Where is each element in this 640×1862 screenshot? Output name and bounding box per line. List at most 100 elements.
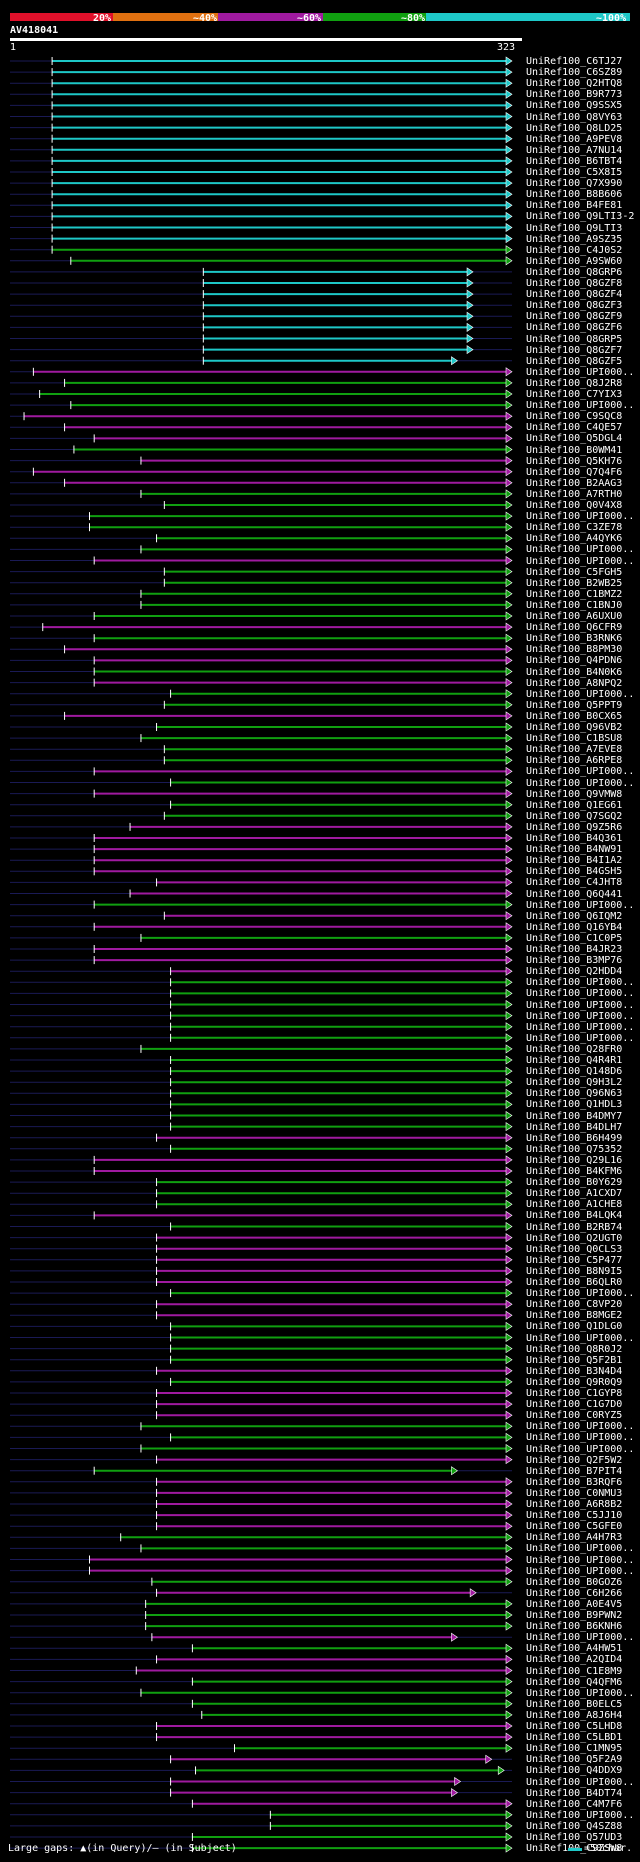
hit-label[interactable]: UniRef100_Q6IQM2: [526, 910, 623, 922]
hit-label[interactable]: UniRef100_B4I1A2: [526, 855, 623, 867]
hit-label[interactable]: UniRef100_UPI000..: [526, 1687, 635, 1699]
hit-label[interactable]: UniRef100_A9SZ35: [526, 233, 623, 245]
hit-label[interactable]: UniRef100_Q2HTQ8: [526, 78, 623, 90]
hit-label[interactable]: UniRef100_C1GYP8: [526, 1388, 623, 1399]
hit-label[interactable]: UniRef100_UPI000..: [526, 1632, 635, 1644]
hit-label[interactable]: UniRef100_Q7SGQ2: [526, 810, 623, 822]
hit-label[interactable]: UniRef100_B8B606: [526, 189, 623, 201]
hit-label[interactable]: UniRef100_Q9H3L2: [526, 1077, 623, 1089]
hit-label[interactable]: UniRef100_B3N4D4: [526, 1365, 623, 1377]
hit-label[interactable]: UniRef100_Q1HDL3: [526, 1099, 623, 1111]
hit-label[interactable]: UniRef100_A4QYK6: [526, 533, 623, 545]
hit-label[interactable]: UniRef100_C9SQC8: [526, 411, 623, 423]
hit-label[interactable]: UniRef100_Q8GZF5: [526, 355, 623, 367]
hit-label[interactable]: UniRef100_B9PWN2: [526, 1610, 623, 1621]
hit-label[interactable]: UniRef100_Q148D6: [526, 1066, 623, 1078]
hit-label[interactable]: UniRef100_C1C0P5: [526, 932, 623, 944]
hit-label[interactable]: UniRef100_UPI000..: [526, 1288, 635, 1300]
hit-label[interactable]: UniRef100_B3MP76: [526, 955, 623, 967]
hit-label[interactable]: UniRef100_UPI000..: [526, 544, 635, 556]
hit-label[interactable]: UniRef100_Q8J2R8: [526, 377, 623, 389]
hit-label[interactable]: UniRef100_UPI000..: [526, 1565, 635, 1577]
hit-label[interactable]: UniRef100_C4M7F6: [526, 1798, 623, 1810]
hit-label[interactable]: UniRef100_Q8GZF8: [526, 278, 623, 289]
hit-label[interactable]: UniRef100_Q28FR0: [526, 1043, 623, 1055]
hit-label[interactable]: UniRef100_C5GFE0: [526, 1521, 623, 1533]
hit-label[interactable]: UniRef100_Q2F5W2: [526, 1454, 623, 1466]
hit-label[interactable]: UniRef100_C5FGH5: [526, 566, 623, 578]
hit-label[interactable]: UniRef100_UPI000..: [526, 400, 635, 412]
hit-label[interactable]: UniRef100_Q0CLS3: [526, 1243, 623, 1255]
hit-label[interactable]: UniRef100_UPI000..: [526, 999, 635, 1011]
hit-label[interactable]: UniRef100_UPI000..: [526, 977, 635, 989]
hit-label[interactable]: UniRef100_C0RYZ5: [526, 1410, 623, 1422]
hit-label[interactable]: UniRef100_UPI000..: [526, 777, 635, 789]
hit-label[interactable]: UniRef100_C1BMZ2: [526, 588, 623, 600]
hit-label[interactable]: UniRef100_UPI000..: [526, 1010, 635, 1022]
hit-label[interactable]: UniRef100_Q9VMW8: [526, 788, 623, 800]
hit-label[interactable]: UniRef100_Q8GRP5: [526, 333, 623, 345]
hit-label[interactable]: UniRef100_B4DMY7: [526, 1110, 623, 1122]
hit-label[interactable]: UniRef100_B3RQF6: [526, 1476, 623, 1488]
hit-label[interactable]: UniRef100_A7EVE8: [526, 744, 623, 756]
hit-label[interactable]: UniRef100_A6RPE8: [526, 755, 623, 767]
hit-label[interactable]: UniRef100_UPI000..: [526, 1543, 635, 1555]
hit-label[interactable]: UniRef100_A6R8B2: [526, 1499, 623, 1510]
hit-label[interactable]: UniRef100_B4FE81: [526, 200, 623, 212]
hit-label[interactable]: UniRef100_Q16YB4: [526, 921, 623, 933]
hit-label[interactable]: UniRef100_C1BSU8: [526, 733, 623, 745]
hit-label[interactable]: UniRef100_C7YIX3: [526, 389, 623, 400]
hit-label[interactable]: UniRef100_C0NMU3: [526, 1487, 623, 1499]
hit-label[interactable]: UniRef100_B4KFM6: [526, 1166, 623, 1177]
hit-label[interactable]: UniRef100_UPI000..: [526, 1032, 635, 1044]
hit-label[interactable]: UniRef100_C1G7D0: [526, 1399, 623, 1411]
hit-label[interactable]: UniRef100_Q8LD25: [526, 122, 623, 134]
hit-label[interactable]: UniRef100_B0Y629: [526, 1177, 623, 1189]
hit-label[interactable]: UniRef100_Q6Q441: [526, 888, 623, 900]
hit-label[interactable]: UniRef100_Q6CFR9: [526, 622, 623, 634]
hit-label[interactable]: UniRef100_UPI000..: [526, 1332, 635, 1344]
hit-label[interactable]: UniRef100_B2WB25: [526, 577, 623, 589]
hit-label[interactable]: UniRef100_C4JHT8: [526, 877, 623, 889]
hit-label[interactable]: UniRef100_A9SW60: [526, 255, 623, 267]
hit-label[interactable]: UniRef100_Q1DLG0: [526, 1321, 623, 1333]
hit-label[interactable]: UniRef100_C6H266: [526, 1587, 623, 1599]
hit-label[interactable]: UniRef100_C1MN95: [526, 1743, 623, 1755]
hit-label[interactable]: UniRef100_Q9R0Q9: [526, 1376, 623, 1388]
hit-label[interactable]: UniRef100_B6TBT4: [526, 155, 623, 167]
hit-label[interactable]: UniRef100_Q9Z5R6: [526, 821, 623, 833]
hit-label[interactable]: UniRef100_UPI000..: [526, 1776, 635, 1788]
hit-label[interactable]: UniRef100_UPI000..: [526, 988, 635, 1000]
hit-label[interactable]: UniRef100_B4N0K6: [526, 666, 623, 678]
hit-label[interactable]: UniRef100_Q5PPT9: [526, 699, 623, 711]
hit-label[interactable]: UniRef100_Q4R4R1: [526, 1055, 623, 1066]
hit-label[interactable]: UniRef100_Q57UD3: [526, 1832, 623, 1843]
hit-label[interactable]: UniRef100_Q8GZF4: [526, 289, 623, 301]
hit-label[interactable]: UniRef100_C5LHD8: [526, 1721, 623, 1732]
hit-label[interactable]: UniRef100_A6UXU0: [526, 611, 623, 622]
hit-label[interactable]: UniRef100_C4J0S2: [526, 244, 623, 256]
hit-label[interactable]: UniRef100_B0ELC5: [526, 1698, 623, 1710]
hit-label[interactable]: UniRef100_UPI000..: [526, 1809, 635, 1821]
hit-label[interactable]: UniRef100_B6KNH6: [526, 1621, 623, 1633]
hit-label[interactable]: UniRef100_B9R773: [526, 89, 623, 101]
hit-label[interactable]: UniRef100_B0GOZ6: [526, 1576, 623, 1588]
hit-label[interactable]: UniRef100_A8J6H4: [526, 1709, 623, 1721]
hit-label[interactable]: UniRef100_C4QE57: [526, 422, 623, 434]
hit-label[interactable]: UniRef100_Q8GZF9: [526, 311, 623, 323]
hit-label[interactable]: UniRef100_UPI000..: [526, 899, 635, 911]
hit-label[interactable]: UniRef100_Q5F2A9: [526, 1754, 623, 1766]
hit-label[interactable]: UniRef100_A8NPQ2: [526, 677, 623, 689]
hit-label[interactable]: UniRef100_Q0V4X8: [526, 500, 623, 511]
hit-label[interactable]: UniRef100_C5X8I5: [526, 167, 623, 178]
hit-label[interactable]: UniRef100_UPI000..: [526, 1021, 635, 1033]
hit-label[interactable]: UniRef100_Q8GZF6: [526, 322, 623, 334]
hit-label[interactable]: UniRef100_Q4QFM6: [526, 1676, 623, 1688]
hit-label[interactable]: UniRef100_UPI000..: [526, 1554, 635, 1566]
hit-label[interactable]: UniRef100_Q9LTI3-2: [526, 211, 635, 223]
hit-label[interactable]: UniRef100_UPI000..: [526, 511, 635, 523]
hit-label[interactable]: UniRef100_Q7X990: [526, 178, 623, 190]
hit-label[interactable]: UniRef100_Q4PDN6: [526, 655, 623, 667]
hit-label[interactable]: UniRef100_C8VP20: [526, 1299, 623, 1311]
hit-label[interactable]: UniRef100_UPI000..: [526, 688, 635, 700]
